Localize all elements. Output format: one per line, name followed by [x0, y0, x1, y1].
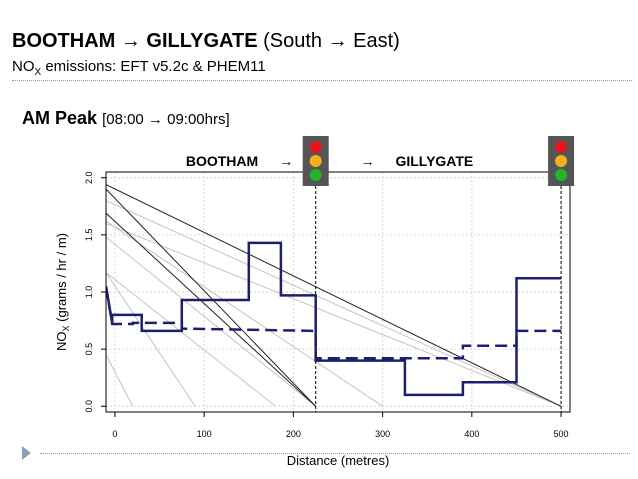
title-divider	[12, 80, 632, 81]
road-label: GILLYGATE	[395, 153, 473, 169]
series-lines	[106, 241, 562, 397]
y-axis-label-rest: (grams / hr / m)	[54, 233, 69, 325]
x-axis-label: Distance (metres)	[287, 453, 390, 468]
light-diagonal-line	[106, 354, 134, 407]
light-diagonal-line	[106, 222, 562, 407]
x-tick-label: 100	[197, 429, 212, 439]
x-tick-label: 300	[375, 429, 390, 439]
y-tick-label: 1.5	[84, 229, 94, 242]
dashed-series-line	[106, 286, 562, 360]
light-diagonal-line	[106, 272, 196, 407]
signal-lines	[315, 186, 562, 412]
x-tick-label: 500	[554, 429, 569, 439]
signal-1	[302, 136, 329, 186]
light-diagonal-line	[106, 272, 276, 407]
amber-light-icon	[555, 155, 568, 167]
diagonal-lines	[106, 184, 562, 407]
x-tick-label: 0	[112, 429, 117, 439]
subtitle-prefix: NO	[12, 58, 35, 75]
light-diagonal-line	[106, 220, 383, 407]
light-diagonal-line	[106, 200, 562, 407]
solid-series-line	[106, 241, 562, 397]
amber-light-icon	[309, 155, 322, 167]
peak-heading: AM Peak [08:00 → 09:00hrs]	[22, 108, 230, 129]
dark-diagonal-line	[106, 184, 562, 407]
peak-label: AM Peak	[22, 108, 98, 128]
traffic-lights	[302, 136, 575, 186]
slide-title: BOOTHAM → GILLYGATE (South → East)	[12, 30, 400, 53]
road-label: BOOTHAM	[186, 153, 258, 169]
dark-diagonal-line	[106, 212, 317, 407]
axis-ticks: 0 100 200 300 400 500 0.0 0.5 1.0 1.5 2.0	[84, 171, 569, 439]
footer-divider	[40, 453, 630, 454]
y-tick-label: 1.0	[84, 286, 94, 299]
y-tick-label: 0.5	[84, 343, 94, 356]
green-light-icon	[309, 169, 322, 181]
green-light-icon	[555, 169, 568, 181]
title-direction: (South → East)	[263, 30, 400, 52]
light-diagonal-line	[106, 236, 317, 407]
dark-diagonal-line	[106, 188, 317, 407]
title-route: BOOTHAM → GILLYGATE	[12, 30, 258, 52]
footer-bullet-icon	[22, 446, 31, 460]
red-light-icon	[555, 141, 568, 153]
red-light-icon	[309, 141, 322, 153]
peak-time: [08:00 → 09:00hrs]	[102, 111, 230, 128]
y-tick-label: 0.0	[84, 400, 94, 413]
road-label: →	[279, 153, 293, 169]
subtitle-subscript: X	[34, 67, 42, 78]
y-axis-label-prefix: NO	[54, 331, 69, 351]
subtitle-rest: emissions: EFT v5.2c & PHEM11	[41, 58, 266, 75]
x-tick-label: 200	[286, 429, 301, 439]
signal-2	[548, 136, 575, 186]
y-axis-label: NOX (grams / hr / m)	[54, 233, 71, 351]
road-label: →	[360, 153, 374, 169]
y-axis-label-sub: X	[61, 325, 71, 331]
road-labels: BOOTHAM → → GILLYGATE	[186, 153, 473, 169]
slide-subtitle: NOX emissions: EFT v5.2c & PHEM11	[12, 58, 266, 78]
x-tick-label: 400	[464, 429, 479, 439]
y-tick-label: 2.0	[84, 171, 94, 184]
